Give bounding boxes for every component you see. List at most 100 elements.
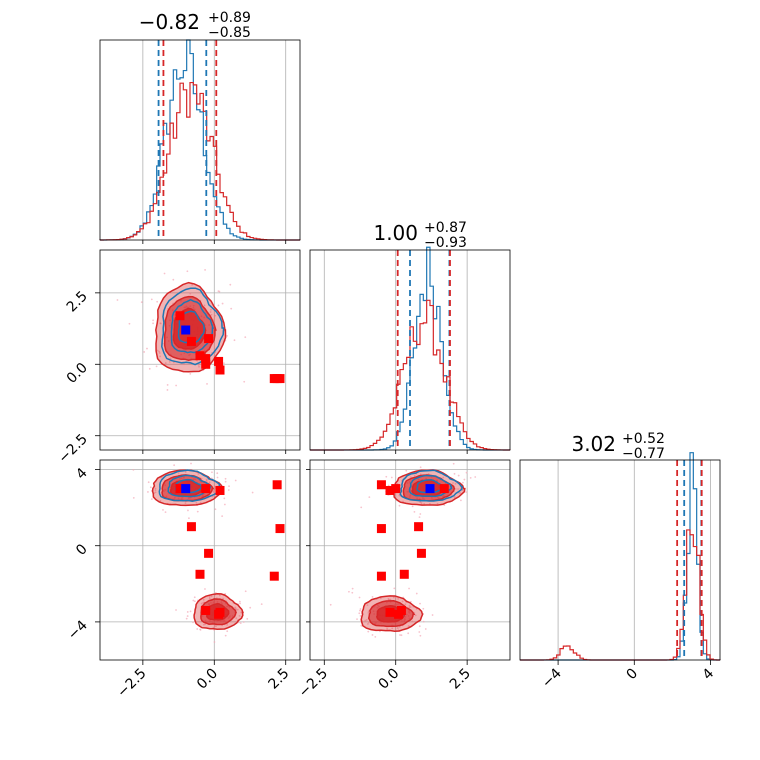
sample-point (205, 478, 208, 481)
truth-marker-3-2 (425, 484, 435, 494)
x-tick-label: 0.0 (375, 666, 402, 693)
sample-point (177, 472, 180, 474)
title-param-2: 1.00 +0.87 −0.93 (373, 220, 466, 251)
sample-point (419, 466, 422, 469)
sample-point (156, 349, 159, 352)
sample-point (454, 482, 457, 485)
sample-point (405, 469, 408, 472)
sample-point (224, 480, 227, 483)
sample-point (155, 365, 158, 368)
marker-2-1 (195, 351, 205, 361)
marker-3-2 (385, 485, 395, 495)
y-tick-label: −2.5 (55, 431, 90, 466)
sample-point (195, 501, 198, 504)
sample-point (356, 618, 358, 621)
sample-point (228, 485, 230, 488)
sample-point (234, 479, 237, 482)
sample-point (221, 515, 224, 518)
sample-point (197, 363, 200, 366)
sample-point (226, 334, 229, 337)
sample-point (360, 624, 363, 627)
title-2-sub: −0.93 (424, 235, 467, 251)
sample-point (200, 602, 203, 605)
sample-point (240, 611, 243, 614)
x-tick-label: −2.5 (296, 666, 331, 701)
marker-2-1 (201, 359, 211, 369)
sample-point (192, 599, 195, 602)
sample-point (442, 476, 445, 479)
sample-point (217, 290, 220, 293)
sample-point (143, 351, 146, 353)
sample-point (329, 603, 332, 606)
sample-point (208, 595, 211, 598)
sample-point (209, 311, 212, 313)
sample-point (246, 617, 249, 620)
sample-point (235, 617, 238, 620)
marker-3-1 (215, 485, 225, 495)
x-tick-label: −2.5 (114, 666, 149, 701)
sample-point (217, 304, 220, 307)
sample-point (393, 587, 396, 590)
sample-point (460, 499, 462, 502)
sample-point (128, 322, 131, 325)
sample-point (424, 628, 427, 630)
sample-point (359, 608, 362, 610)
sample-point (218, 594, 221, 597)
sample-point (147, 481, 150, 484)
data-layer (99, 39, 721, 661)
sample-point (391, 627, 394, 630)
sample-point (226, 630, 229, 633)
sample-point (251, 491, 254, 494)
sample-point (365, 619, 368, 621)
sample-point (183, 363, 186, 366)
sample-point (351, 587, 354, 590)
sample-point (189, 292, 192, 295)
sample-point (175, 609, 177, 611)
marker-3-2 (414, 522, 424, 532)
sample-point (166, 384, 169, 386)
sample-point (465, 491, 468, 494)
contour-series-a (158, 469, 222, 502)
sample-point (227, 489, 230, 491)
sample-point (193, 596, 196, 599)
sample-point (149, 486, 152, 489)
sample-point (168, 360, 171, 363)
sample-point (224, 592, 227, 595)
sample-point (197, 472, 200, 475)
sample-point (419, 634, 422, 637)
sample-point (158, 352, 161, 354)
sample-point (152, 322, 154, 325)
sample-point (399, 634, 401, 636)
sample-point (196, 510, 199, 513)
sample-point (208, 481, 211, 484)
sample-point (184, 502, 187, 505)
sample-point (436, 502, 439, 505)
marker-3-2 (376, 480, 386, 490)
marker-3-2 (376, 571, 386, 581)
sample-point (193, 600, 196, 603)
sample-point (408, 587, 410, 590)
marker-3-1 (272, 480, 282, 490)
x-tick-label: −4 (539, 665, 565, 691)
sample-point (189, 610, 192, 613)
sample-point (221, 302, 224, 305)
frames-layer (99, 39, 721, 661)
panel-3-2-contours (360, 462, 477, 519)
panel-3-2-secondary (329, 587, 434, 638)
y-tick-label: 2.5 (64, 288, 91, 315)
title-3-sup: +0.52 (622, 431, 665, 447)
sample-point (409, 606, 412, 608)
sample-point (159, 355, 162, 358)
marker-3-2 (376, 524, 386, 534)
title-2-sup: +0.87 (424, 220, 467, 236)
truth-marker-2-1 (181, 325, 191, 335)
sample-point (229, 283, 232, 286)
sample-point (162, 508, 164, 511)
sample-point (205, 480, 208, 482)
sample-point (223, 503, 226, 506)
sample-point (371, 596, 374, 598)
panel-frame-2-2 (519, 459, 721, 661)
contour-series-a (408, 474, 453, 498)
sample-point (230, 307, 233, 310)
sample-point (244, 590, 247, 593)
